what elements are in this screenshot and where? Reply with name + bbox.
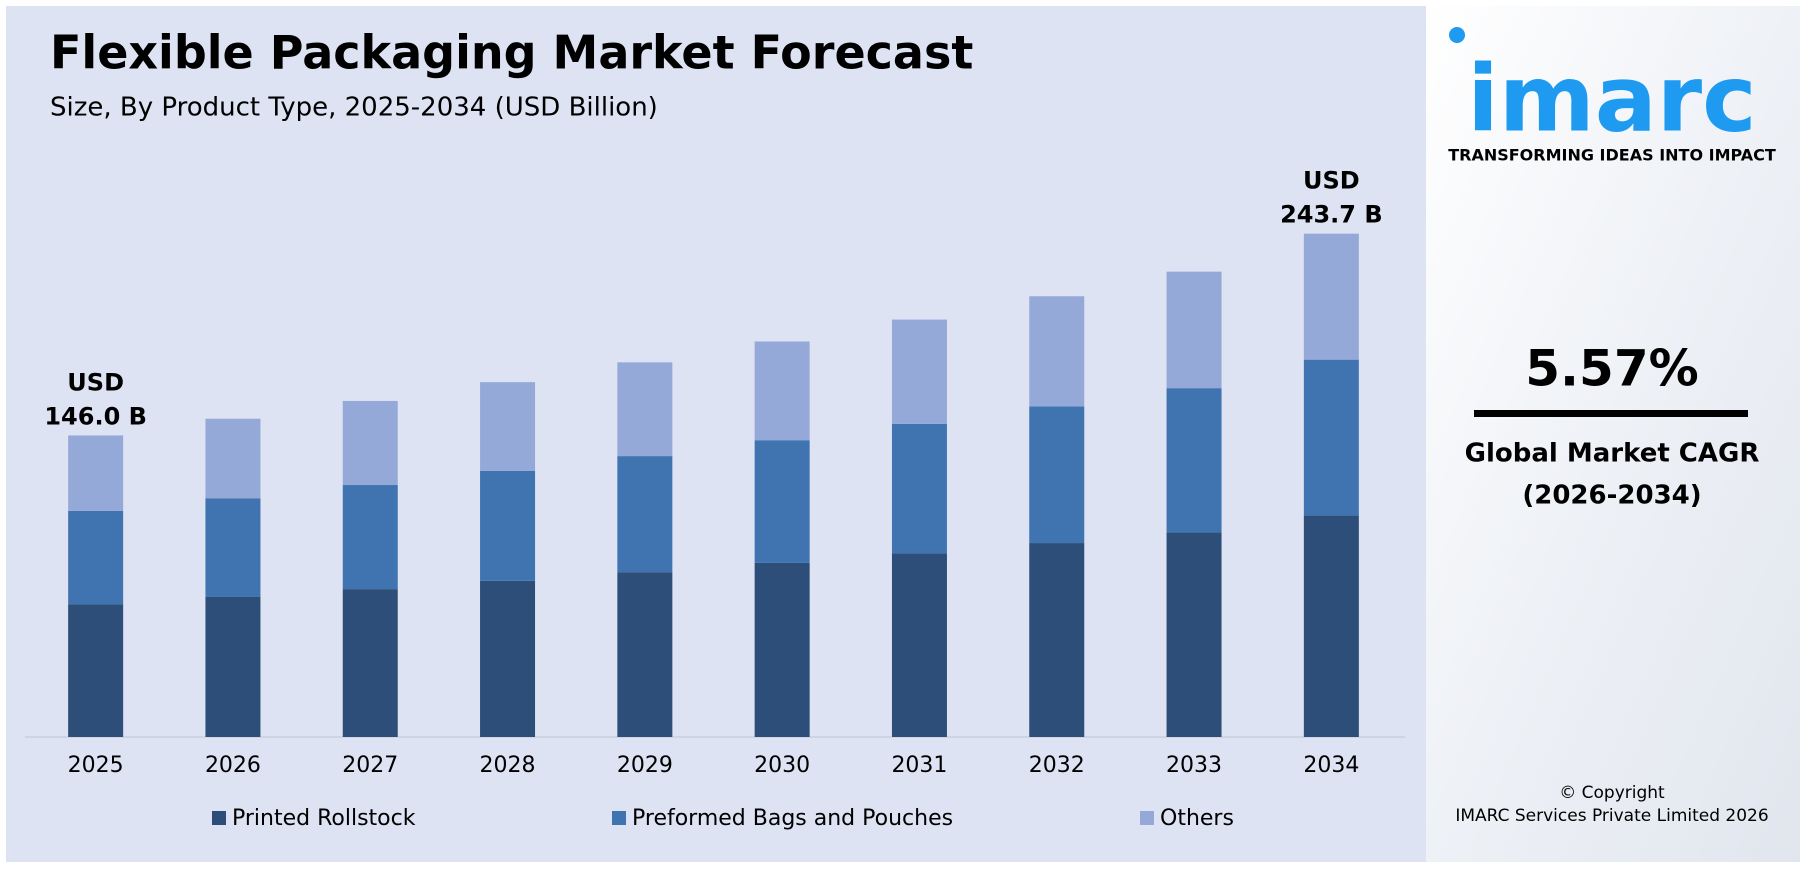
cagr-label: Global Market CAGR	[1465, 439, 1760, 469]
total-label: 146.0 B	[44, 402, 147, 430]
tagline: TRANSFORMING IDEAS INTO IMPACT	[1448, 146, 1776, 165]
cagr-rule	[1474, 410, 1748, 417]
copyright: IMARC Services Private Limited 2026	[1455, 806, 1768, 826]
bar-segment	[1166, 271, 1222, 389]
x-tick-label: 2034	[1303, 753, 1359, 778]
bar-segment	[1029, 296, 1085, 407]
x-tick-label: 2026	[205, 753, 261, 778]
bar-segment	[617, 456, 673, 573]
legend-swatch	[612, 811, 626, 825]
bar-segment	[1029, 406, 1085, 544]
chart-title: Flexible Packaging Market Forecast	[50, 26, 973, 80]
legend-swatch	[1140, 811, 1154, 825]
x-tick-label: 2029	[617, 753, 673, 778]
bar-segment	[342, 400, 398, 486]
bar-segment	[1303, 233, 1359, 360]
bar-segment	[1166, 532, 1222, 737]
x-tick-label: 2033	[1166, 753, 1222, 778]
bar-segment	[480, 470, 536, 581]
bar-segment	[1029, 543, 1085, 737]
cagr-value: 5.57%	[1525, 340, 1698, 398]
legend-label: Others	[1160, 806, 1234, 831]
bar-segment	[754, 341, 810, 441]
x-tick-label: 2031	[891, 753, 947, 778]
chart-subtitle: Size, By Product Type, 2025-2034 (USD Bi…	[50, 93, 658, 123]
bar-segment	[342, 485, 398, 590]
x-tick-label: 2027	[342, 753, 398, 778]
bar-segment	[617, 362, 673, 457]
copyright: © Copyright	[1559, 783, 1665, 803]
legend-swatch	[212, 811, 226, 825]
bar-segment	[205, 418, 261, 499]
bar-segment	[480, 382, 536, 471]
bar-segment	[617, 572, 673, 737]
logo-dot	[1449, 27, 1465, 43]
bar-segment	[891, 553, 947, 737]
bar-segment	[205, 498, 261, 597]
bar-segment	[342, 589, 398, 737]
bar-segment	[68, 510, 124, 605]
x-tick-label: 2032	[1029, 753, 1085, 778]
bar-segment	[205, 596, 261, 737]
sidebar-background	[1426, 6, 1800, 862]
bar-segment	[891, 319, 947, 424]
cagr-period: (2026-2034)	[1522, 481, 1701, 511]
bar-segment	[68, 604, 124, 737]
x-tick-label: 2025	[68, 753, 124, 778]
bar-segment	[754, 562, 810, 737]
bar-segment	[1303, 359, 1359, 516]
total-label: 243.7 B	[1280, 201, 1383, 229]
bar-segment	[891, 423, 947, 554]
bar-segment	[480, 580, 536, 737]
total-label: USD	[67, 368, 124, 396]
bar-segment	[754, 440, 810, 563]
logo: imarc	[1467, 45, 1756, 152]
legend-label: Preformed Bags and Pouches	[632, 806, 953, 831]
bar-segment	[1166, 388, 1222, 533]
total-label: USD	[1303, 167, 1360, 195]
x-tick-label: 2028	[480, 753, 536, 778]
bar-segment	[1303, 515, 1359, 737]
legend-label: Printed Rollstock	[232, 806, 416, 831]
bar-segment	[68, 435, 124, 511]
x-tick-label: 2030	[754, 753, 810, 778]
